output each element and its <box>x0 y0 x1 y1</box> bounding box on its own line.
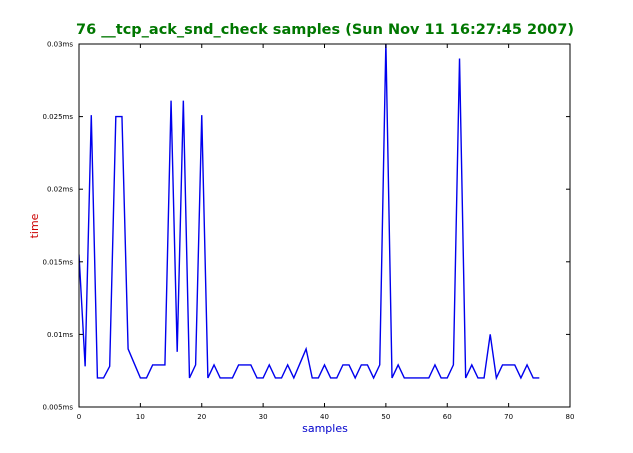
y-axis-label: time <box>28 213 41 238</box>
x-tick-label: 0 <box>77 413 81 421</box>
x-tick-label: 20 <box>197 413 206 421</box>
y-tick-label: 0.03ms <box>47 41 73 49</box>
x-tick-label: 50 <box>381 413 390 421</box>
y-tick-label: 0.025ms <box>42 113 73 121</box>
y-axis-ticks: 0.005ms 0.01ms 0.015ms 0.02ms 0.025ms 0.03ms <box>42 41 570 412</box>
x-tick-label: 80 <box>566 413 575 421</box>
series-line-0 <box>79 44 540 381</box>
x-tick-label: 70 <box>504 413 513 421</box>
y-tick-label: 0.005ms <box>42 404 73 412</box>
chart-title: 76 __tcp_ack_snd_check samples (Sun Nov … <box>76 22 574 38</box>
x-tick-label: 60 <box>443 413 452 421</box>
x-tick-label: 30 <box>259 413 268 421</box>
x-tick-label: 40 <box>320 413 329 421</box>
y-tick-label: 0.02ms <box>47 186 73 194</box>
x-axis-ticks: 0 10 20 30 40 50 60 70 80 <box>77 44 575 421</box>
x-axis-label: samples <box>302 422 348 435</box>
x-tick-label: 10 <box>136 413 145 421</box>
y-tick-label: 0.015ms <box>42 258 73 266</box>
plot-frame <box>78 43 571 408</box>
y-tick-label: 0.01ms <box>47 331 73 339</box>
plot-area <box>78 43 571 408</box>
